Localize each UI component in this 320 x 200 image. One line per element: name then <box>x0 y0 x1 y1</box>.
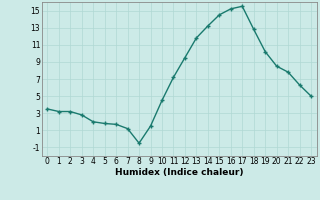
X-axis label: Humidex (Indice chaleur): Humidex (Indice chaleur) <box>115 168 244 177</box>
